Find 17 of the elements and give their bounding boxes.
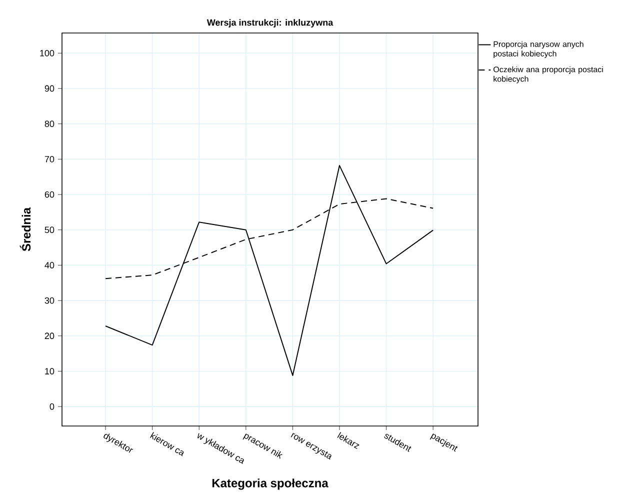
chart-title: Wersja instrukcji: inkluzywna xyxy=(206,19,334,28)
y-tick-label: 30 xyxy=(44,297,54,304)
y-tick-label: 60 xyxy=(44,191,54,198)
y-tick-label: 90 xyxy=(44,85,54,92)
y-tick-label: 80 xyxy=(44,120,54,128)
y-tick-label: 40 xyxy=(44,262,54,268)
y-tick-label: 50 xyxy=(44,226,54,234)
y-tick-label: 100 xyxy=(40,50,54,56)
x-axis-title: Kategoria społeczna xyxy=(212,478,328,490)
y-tick-label: 20 xyxy=(44,332,54,340)
y-tick-label: 70 xyxy=(44,156,54,162)
y-tick-label: 10 xyxy=(45,368,54,374)
line-series xyxy=(105,165,434,376)
y-axis-title: Średnia xyxy=(20,207,31,252)
legend-label: Oczekiw ana proporcja postaci kobiecych xyxy=(494,66,603,84)
y-tick-label: 0 xyxy=(50,403,54,410)
legend-label: Proporcja narysow anych postaci kobiecych xyxy=(494,41,584,58)
